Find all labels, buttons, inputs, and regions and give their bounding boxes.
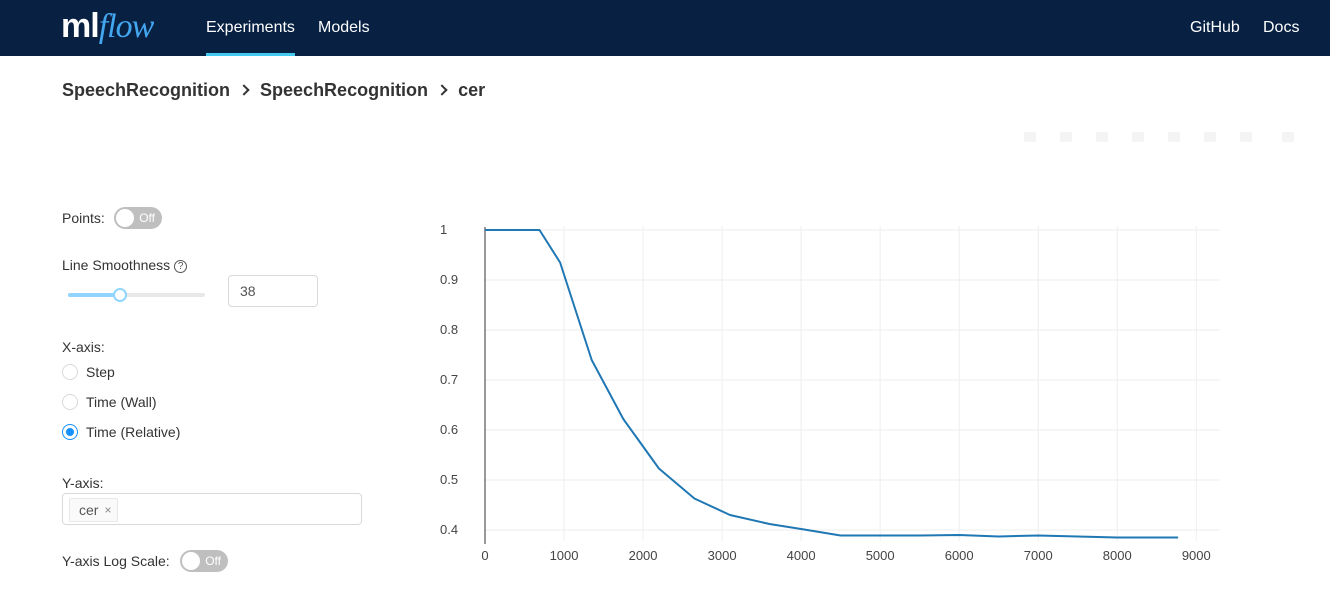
points-toggle[interactable]: Off <box>114 207 162 229</box>
breadcrumb-metric: cer <box>458 79 486 100</box>
xaxis-option-step[interactable]: Step <box>62 362 115 382</box>
x-tick-label: 5000 <box>866 548 895 563</box>
x-tick-label: 0 <box>481 548 488 563</box>
y-tick-label: 0.9 <box>440 272 458 287</box>
zoom-icon[interactable] <box>1060 132 1072 142</box>
chevron-right-icon <box>436 84 448 96</box>
breadcrumb: SpeechRecognition SpeechRecognition cer <box>62 78 485 102</box>
xaxis-option-time-wall[interactable]: Time (Wall) <box>62 392 157 412</box>
toggle-knob <box>116 209 134 227</box>
y-tick-label: 0.7 <box>440 372 458 387</box>
yaxis-select[interactable]: cer × <box>62 493 362 525</box>
logo-flow: flow <box>98 8 155 45</box>
logscale-toggle-text: Off <box>205 554 221 568</box>
x-tick-label: 6000 <box>945 548 974 563</box>
y-tick-label: 0.4 <box>440 522 458 537</box>
yaxis-tag-label: cer <box>79 502 99 518</box>
smoothness-input[interactable] <box>228 275 318 307</box>
question-circle-icon[interactable]: ? <box>174 260 188 273</box>
radio-time-wall-label: Time (Wall) <box>86 394 157 410</box>
pan-icon[interactable] <box>1096 132 1108 142</box>
x-tick-label: 7000 <box>1024 548 1053 563</box>
nav-github[interactable]: GitHub <box>1190 19 1240 36</box>
xaxis-label: X-axis: <box>62 339 105 355</box>
radio-time-relative-label: Time (Relative) <box>86 424 181 440</box>
chevron-right-icon <box>238 84 250 96</box>
series-line <box>485 229 1179 539</box>
toggle-knob <box>182 552 200 570</box>
radio-step[interactable] <box>62 364 78 380</box>
slider-fill <box>68 293 121 297</box>
slider-handle[interactable] <box>113 288 128 302</box>
points-label: Points: <box>62 210 105 226</box>
zoom-out-icon[interactable] <box>1168 132 1180 142</box>
x-tick-label: 3000 <box>708 548 737 563</box>
x-tick-label: 8000 <box>1103 548 1132 563</box>
yaxis-label: Y-axis: <box>62 475 104 491</box>
logscale-label: Y-axis Log Scale: <box>62 553 170 569</box>
nav-docs[interactable]: Docs <box>1263 19 1300 36</box>
radio-time-wall[interactable] <box>62 394 78 410</box>
nav-experiments-label: Experiments <box>206 19 295 36</box>
breadcrumb-run[interactable]: SpeechRecognition <box>260 79 429 100</box>
plot-modebar <box>1020 132 1300 144</box>
close-icon[interactable]: × <box>104 503 112 517</box>
camera-icon[interactable] <box>1024 132 1036 142</box>
mlflow-logo[interactable]: mlflow <box>61 4 155 48</box>
autoscale-icon[interactable] <box>1204 132 1216 142</box>
smoothness-label: Line Smoothness? <box>62 257 188 273</box>
x-tick-label: 2000 <box>629 548 658 563</box>
y-tick-label: 0.5 <box>440 472 458 487</box>
nav-experiments[interactable]: Experiments <box>206 0 295 56</box>
logo-ml: ml <box>61 7 100 45</box>
nav-models[interactable]: Models <box>318 19 370 36</box>
radio-step-label: Step <box>86 364 115 380</box>
y-tick-label: 0.6 <box>440 422 458 437</box>
zoom-in-icon[interactable] <box>1132 132 1144 142</box>
logscale-toggle[interactable]: Off <box>180 550 228 572</box>
y-tick-label: 1 <box>440 222 447 237</box>
metric-line-chart[interactable]: 0 1000 2000 3000 4000 5000 6000 7000 8000 9000 0.4… <box>400 200 1240 580</box>
y-tick-label: 0.8 <box>440 322 458 337</box>
plotly-logo-icon[interactable] <box>1282 132 1294 142</box>
x-tick-label: 4000 <box>787 548 816 563</box>
x-tick-label: 1000 <box>550 548 579 563</box>
active-nav-underline <box>206 53 295 56</box>
top-navbar: mlflow Experiments Models GitHub Docs <box>0 0 1330 56</box>
xaxis-option-time-relative[interactable]: Time (Relative) <box>62 422 180 442</box>
points-toggle-text: Off <box>139 211 155 225</box>
smoothness-label-text: Line Smoothness <box>62 257 171 273</box>
yaxis-tag-cer: cer × <box>69 498 119 522</box>
radio-time-relative[interactable] <box>62 424 78 440</box>
breadcrumb-experiment[interactable]: SpeechRecognition <box>62 79 231 100</box>
x-tick-label: 9000 <box>1182 548 1211 563</box>
smoothness-slider[interactable] <box>68 288 205 302</box>
reset-axes-icon[interactable] <box>1240 132 1252 142</box>
